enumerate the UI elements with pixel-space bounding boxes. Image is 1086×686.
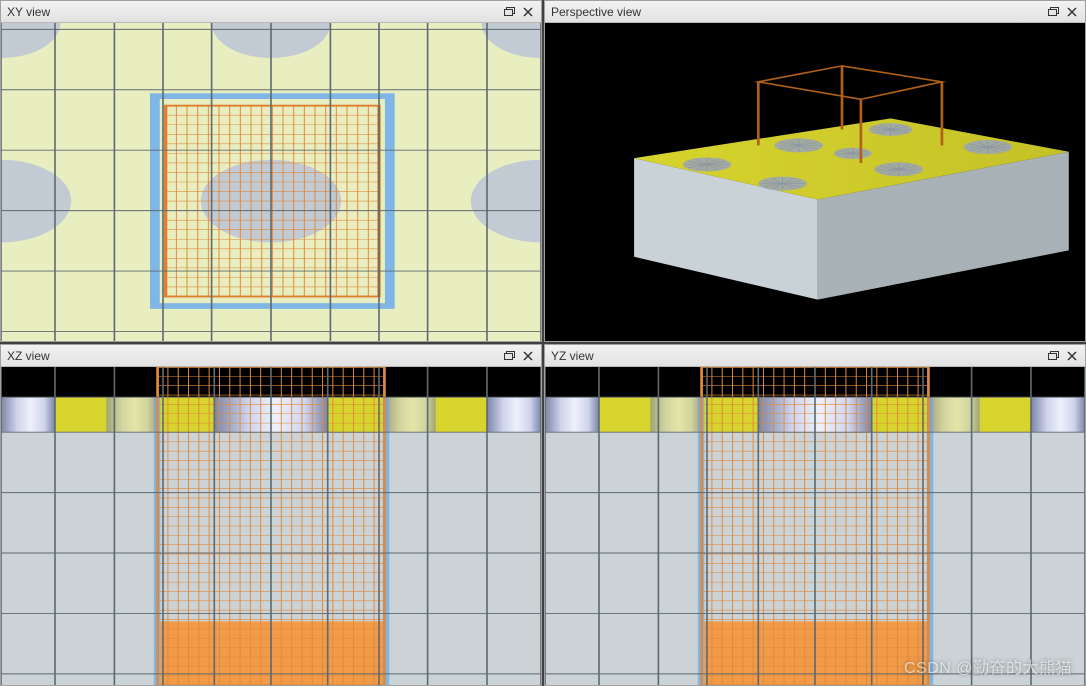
title-xz: XZ view [7,349,501,363]
titlebar-yz: YZ view [545,345,1085,367]
titlebar-xz: XZ view [1,345,541,367]
viewport-xz[interactable] [1,367,541,685]
close-icon[interactable] [1063,348,1081,364]
restore-icon[interactable] [501,4,519,20]
close-icon[interactable] [1063,4,1081,20]
panel-yz-view: YZ view [544,344,1086,686]
panel-xz-view: XZ view [0,344,542,686]
panel-xy-view: XY view [0,0,542,342]
titlebar-xy: XY view [1,1,541,23]
restore-icon[interactable] [1045,348,1063,364]
panel-perspective-view: Perspective view [544,0,1086,342]
restore-icon[interactable] [501,348,519,364]
viewport-xy[interactable] [1,23,541,341]
titlebar-perspective: Perspective view [545,1,1085,23]
viewport-grid: XY view Perspective view [0,0,1086,686]
close-icon[interactable] [519,348,537,364]
title-yz: YZ view [551,349,1045,363]
title-perspective: Perspective view [551,5,1045,19]
title-xy: XY view [7,5,501,19]
viewport-perspective[interactable] [545,23,1085,341]
viewport-yz[interactable] [545,367,1085,685]
close-icon[interactable] [519,4,537,20]
restore-icon[interactable] [1045,4,1063,20]
